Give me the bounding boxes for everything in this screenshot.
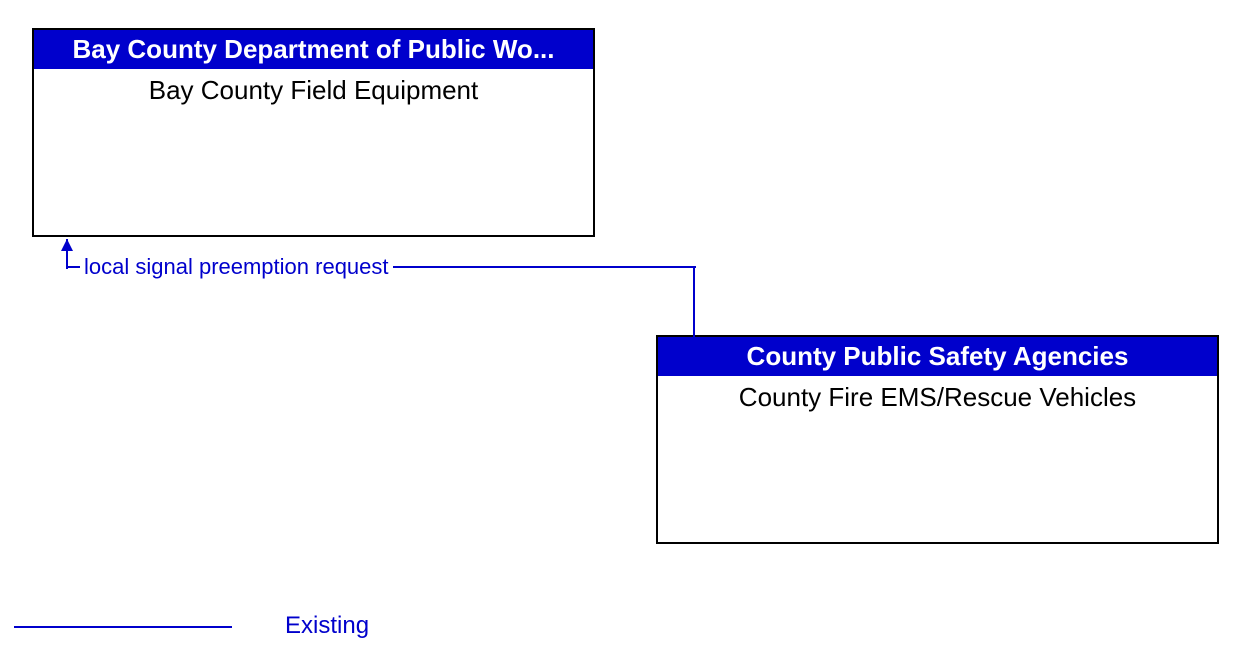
entity-body: Bay County Field Equipment	[34, 69, 593, 106]
legend-line-existing	[14, 626, 232, 628]
edge-segment	[693, 267, 695, 337]
entity-box-bay-county-field-equipment: Bay County Department of Public Wo... Ba…	[32, 28, 595, 237]
entity-header: Bay County Department of Public Wo...	[34, 30, 593, 69]
arrow-up-icon	[61, 239, 73, 251]
edge-label-local-signal-preemption-request: local signal preemption request	[80, 254, 393, 280]
entity-box-county-fire-ems-rescue-vehicles: County Public Safety Agencies County Fir…	[656, 335, 1219, 544]
entity-body: County Fire EMS/Rescue Vehicles	[658, 376, 1217, 413]
entity-header: County Public Safety Agencies	[658, 337, 1217, 376]
legend-label-existing: Existing	[285, 612, 369, 640]
